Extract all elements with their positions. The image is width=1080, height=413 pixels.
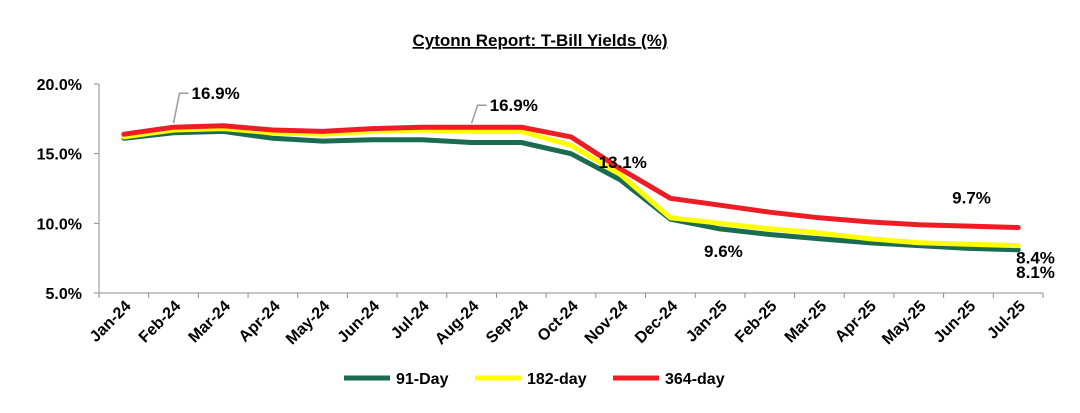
data-label: 9.7% — [952, 189, 991, 208]
data-label: 16.9% — [192, 84, 240, 103]
x-tick-label: Jan-25 — [683, 298, 731, 346]
y-tick-label: 10.0% — [37, 216, 82, 233]
data-label-leader — [172, 92, 189, 124]
series-line-182-day — [121, 126, 1021, 249]
x-tick-label: Oct-24 — [535, 298, 582, 345]
x-tick-label: Jul-24 — [388, 298, 433, 343]
legend-label: 91-Day — [396, 371, 449, 388]
x-tick-label: Jul-25 — [984, 298, 1029, 343]
legend: 91-Day 182-day 364-day — [344, 371, 725, 388]
legend-label: 364-day — [665, 371, 725, 388]
x-tick-label: Nov-24 — [582, 298, 632, 348]
series-lines — [121, 123, 1021, 253]
x-tick-label: Apr-24 — [236, 298, 284, 346]
x-tick-label: Feb-25 — [732, 298, 781, 347]
y-tick-label: 15.0% — [37, 147, 82, 164]
y-tick-label: 5.0% — [46, 286, 82, 303]
legend-label: 182-day — [527, 371, 587, 388]
x-tick-label: Dec-24 — [632, 298, 681, 347]
x-tick-label: Sep-24 — [483, 298, 532, 347]
chart-title: Cytonn Report: T-Bill Yields (%) — [412, 31, 667, 50]
x-tick-label: Apr-25 — [832, 298, 880, 346]
data-label: 16.9% — [490, 96, 538, 115]
x-tick-label: Mar-24 — [186, 298, 235, 347]
data-label-leader — [470, 104, 487, 124]
x-tick-label: May-25 — [879, 298, 929, 348]
x-axis-ticks: Jan-24 Feb-24 Mar-24 Apr-24 May-24 Jun-24 Jul-… — [87, 293, 1044, 348]
data-label: 13.1% — [599, 153, 647, 172]
x-tick-label: Aug-24 — [432, 298, 482, 348]
x-tick-label: Feb-24 — [136, 298, 185, 347]
x-tick-label: Jun-24 — [335, 298, 384, 347]
data-labels: 16.9% 16.9% 13.1% 9.6% 9.7% 8.4%8.1% — [172, 84, 1055, 282]
data-label: 9.6% — [704, 242, 743, 261]
x-tick-label: Jan-24 — [87, 298, 135, 346]
x-tick-label: Mar-25 — [782, 298, 831, 347]
data-label: 8.4% — [1016, 249, 1055, 268]
x-tick-label: May-24 — [283, 298, 333, 348]
data-label: 8.1% — [1016, 263, 1055, 282]
y-tick-label: 20.0% — [37, 77, 82, 94]
series-line-364-day — [121, 123, 1021, 230]
y-axis-ticks: 5.0% 10.0% 15.0% 20.0% — [37, 77, 99, 303]
series-line-91-day — [121, 128, 1021, 253]
x-tick-label: Jun-25 — [931, 298, 980, 347]
